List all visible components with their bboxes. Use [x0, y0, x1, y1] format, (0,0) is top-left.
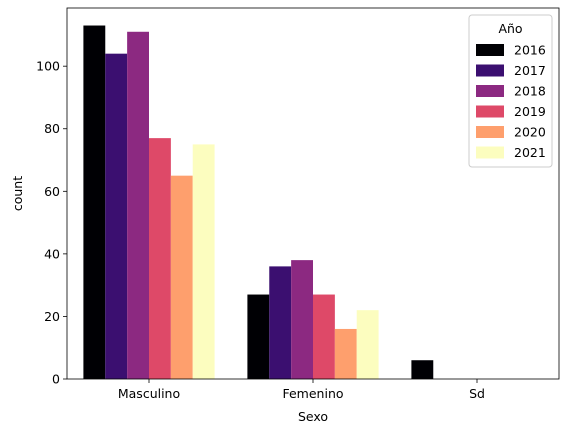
legend-label-2020: 2020 [514, 125, 546, 140]
bar-masculino-2018 [127, 32, 149, 379]
y-tick-label: 0 [52, 372, 60, 387]
legend-swatch-2016 [476, 44, 504, 56]
legend-swatch-2019 [476, 106, 504, 118]
bar-femenino-2018 [291, 260, 313, 379]
bar-masculino-2016 [83, 26, 105, 379]
legend: Año 2016 2017 2018 2019 2020 2021 [469, 15, 552, 167]
bars-layer [83, 26, 433, 379]
x-axis-label: Sexo [298, 409, 328, 424]
bar-masculino-2017 [105, 54, 127, 379]
x-tick-label: Masculino [118, 386, 180, 401]
legend-label-2019: 2019 [514, 104, 546, 119]
bar-femenino-2017 [269, 266, 291, 379]
bar-masculino-2019 [149, 138, 171, 379]
y-tick-label: 80 [44, 121, 60, 136]
bar-sd-2016 [411, 360, 433, 379]
y-tick-label: 100 [36, 59, 60, 74]
bar-masculino-2021 [193, 144, 215, 379]
bar-femenino-2020 [335, 329, 357, 379]
legend-label-2016: 2016 [514, 43, 546, 58]
legend-swatch-2017 [476, 65, 504, 77]
legend-title: Año [498, 21, 522, 36]
legend-swatch-2020 [476, 126, 504, 138]
y-tick-label: 60 [44, 184, 60, 199]
y-axis-label: count [10, 176, 25, 211]
bar-femenino-2021 [357, 310, 379, 379]
y-axis: 0 20 40 60 80 100 [36, 59, 67, 387]
x-tick-label: Sd [469, 386, 485, 401]
bar-femenino-2016 [247, 295, 269, 379]
legend-label-2018: 2018 [514, 84, 546, 99]
legend-swatch-2021 [476, 147, 504, 159]
x-tick-label: Femenino [282, 386, 343, 401]
bar-masculino-2020 [171, 176, 193, 379]
bar-femenino-2019 [313, 295, 335, 379]
legend-label-2017: 2017 [514, 63, 546, 78]
legend-label-2021: 2021 [514, 145, 546, 160]
y-tick-label: 40 [44, 246, 60, 261]
legend-swatch-2018 [476, 85, 504, 97]
y-tick-label: 20 [44, 309, 60, 324]
x-axis: Masculino Femenino Sd [118, 379, 485, 401]
